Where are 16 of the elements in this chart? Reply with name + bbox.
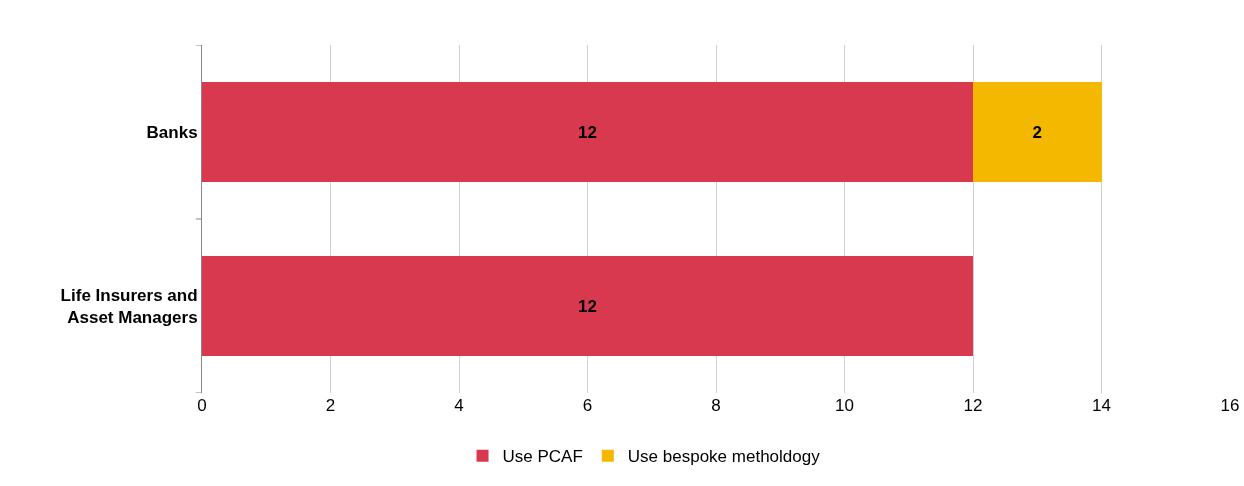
x-tick-label: 2 [325,396,336,415]
data-label: 12 [578,296,597,316]
data-label: 12 [578,122,597,142]
x-tick-label: 4 [454,396,464,415]
x-tick-label: 14 [1092,396,1111,415]
x-tick-label: 8 [711,396,721,415]
legend-label: Use PCAF [502,447,583,467]
x-tick-label: 0 [197,396,207,415]
legend-label: Use bespoke metholdogy [627,447,821,467]
y-tick-label: Life Insurers and Asset Managers [60,285,198,327]
x-tick-label: 12 [963,396,983,415]
x-tick-label: 10 [835,396,854,415]
x-tick-label: 16 [1220,396,1240,415]
y-tick-label: Banks [146,122,198,142]
data-label: 2 [1032,122,1042,142]
x-tick-label: 6 [582,396,593,415]
